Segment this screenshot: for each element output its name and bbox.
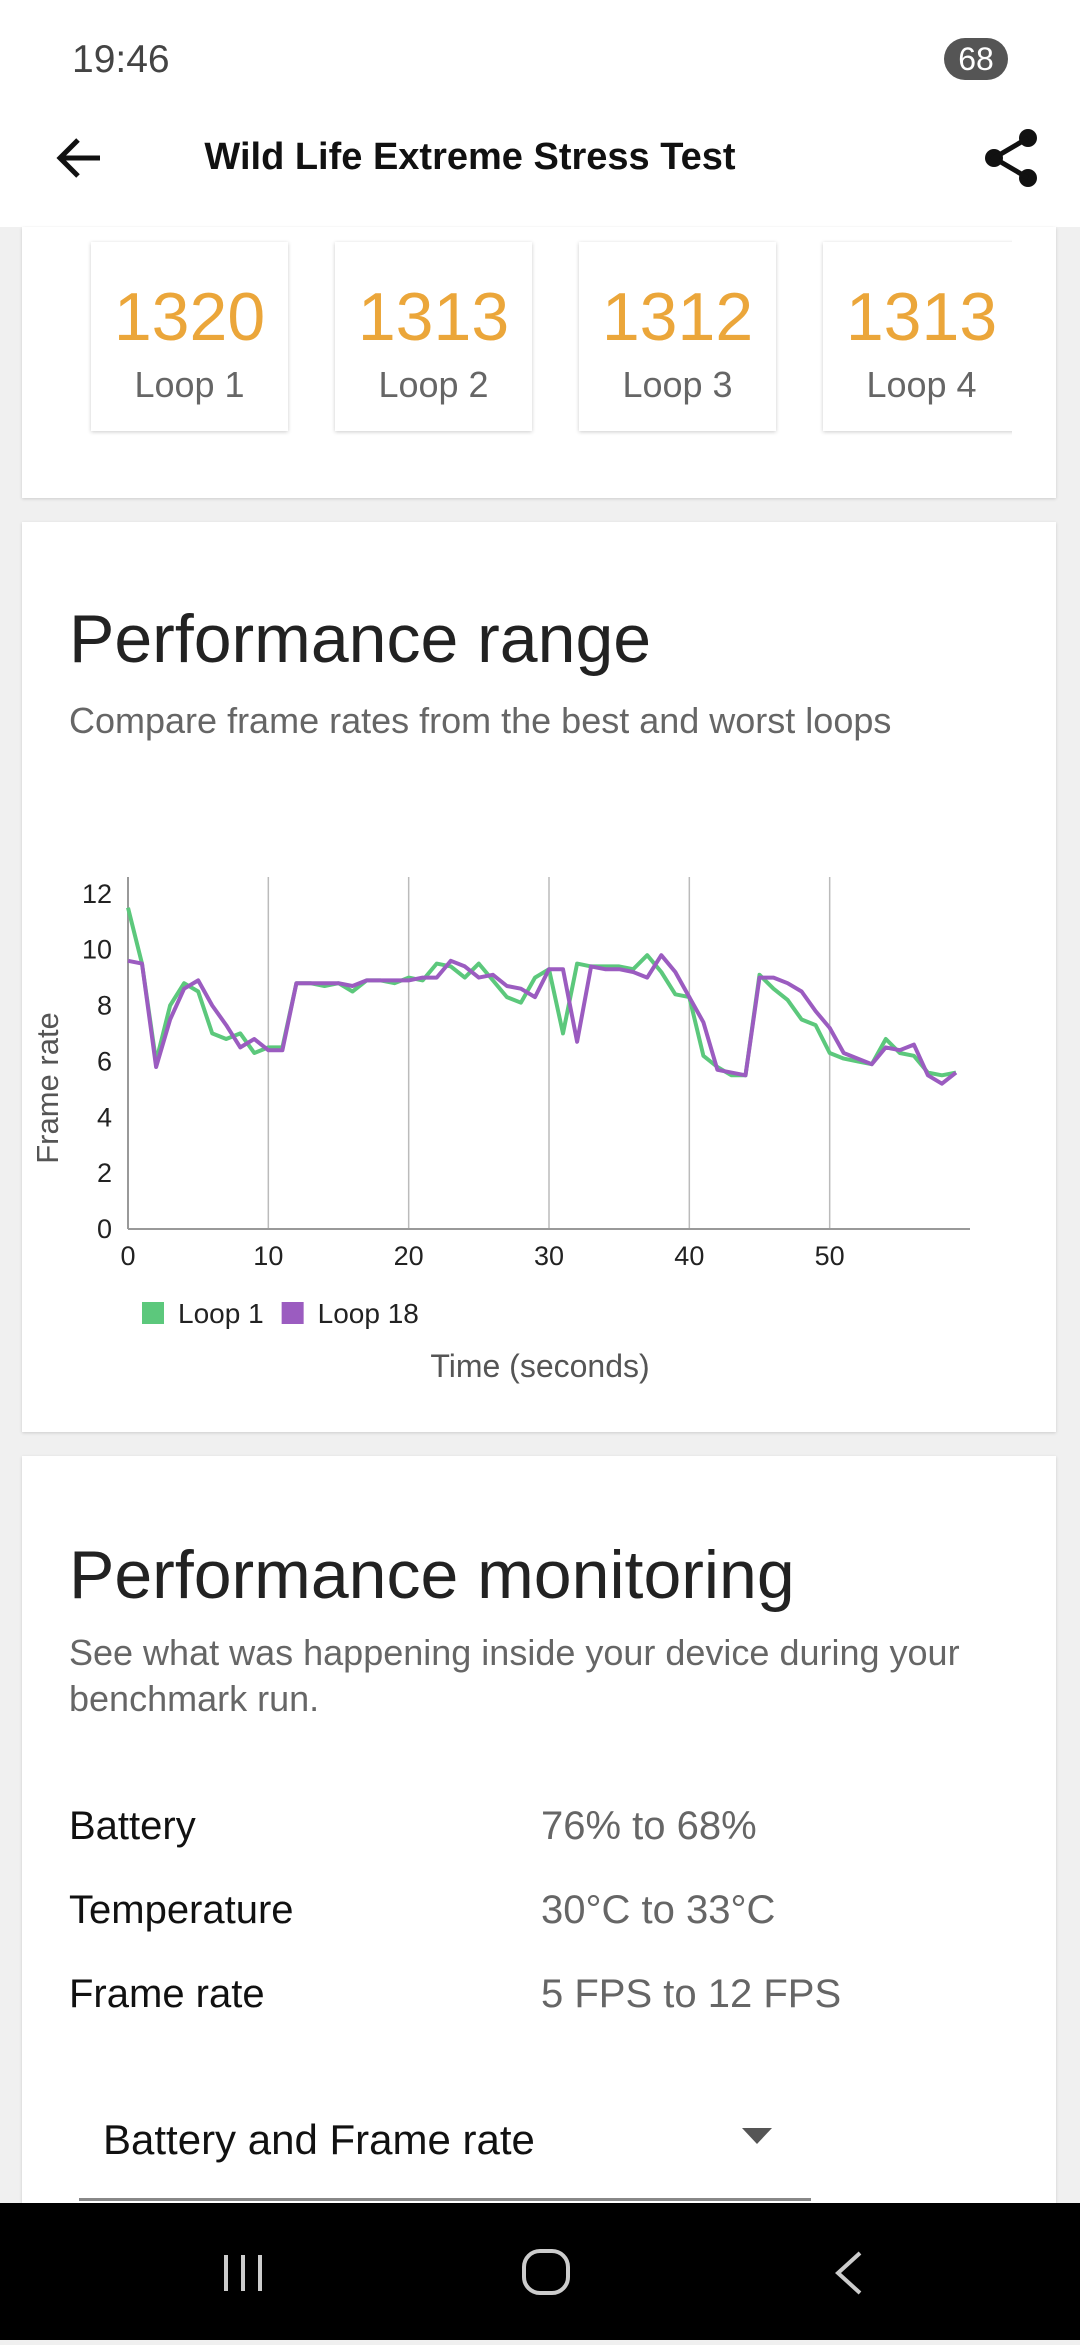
row-label: Frame rate	[69, 1972, 265, 2016]
legend-label: Loop 1	[178, 1298, 264, 1329]
row-value: 30°C to 33°C	[541, 1888, 776, 1932]
score-value: 1313	[845, 279, 998, 355]
score-card: 1313 Loop 2	[335, 242, 532, 431]
score-value: 1312	[601, 279, 754, 355]
section-title: Performance range	[69, 601, 652, 677]
row-label: Temperature	[69, 1888, 294, 1932]
y-tick-label: 4	[97, 1102, 112, 1132]
x-tick-label: 30	[534, 1241, 564, 1271]
series-line	[127, 953, 958, 1086]
score-card: 1312 Loop 3	[579, 242, 776, 431]
dropdown-label[interactable]: Battery and Frame rate	[103, 2116, 535, 2163]
x-tick-label: 10	[253, 1241, 283, 1271]
legend-label: Loop 18	[318, 1298, 419, 1329]
score-label: Loop 4	[866, 364, 977, 405]
y-tick-label: 0	[97, 1214, 112, 1244]
top-bar: 19:46 68 Wild Life Extreme Stress Test	[0, 0, 1080, 227]
x-tick-label: 40	[674, 1241, 704, 1271]
back-nav-button[interactable]	[835, 2251, 862, 2295]
legend-swatch	[281, 1302, 304, 1324]
score-label: Loop 2	[378, 364, 489, 405]
score-value: 1313	[357, 279, 510, 355]
scores-card: 1320 Loop 1 1313 Loop 2 1312 Loop 3 1313 Loop 4	[22, 227, 1056, 498]
home-button[interactable]	[522, 2249, 570, 2295]
score-value: 1320	[113, 279, 266, 355]
x-tick-label: 20	[394, 1241, 424, 1271]
row-value: 5 FPS to 12 FPS	[541, 1972, 842, 2016]
share-button[interactable]	[984, 128, 1040, 188]
y-tick-label: 6	[97, 1046, 112, 1076]
legend-swatch	[142, 1302, 164, 1324]
section-subtitle: See what was happening inside your devic…	[69, 1632, 960, 1719]
monitoring-card: Performance monitoring See what was happ…	[22, 1456, 1056, 2256]
row-label: Battery	[69, 1804, 196, 1848]
x-axis-label: Time (seconds)	[430, 1348, 649, 1384]
page-title: Wild Life Extreme Stress Test	[204, 136, 736, 178]
row-value: 76% to 68%	[541, 1804, 757, 1848]
y-tick-label: 2	[97, 1158, 112, 1188]
scores-scroll: 1320 Loop 1 1313 Loop 2 1312 Loop 3 1313 Loop 4	[22, 227, 1012, 498]
x-tick-label: 50	[815, 1241, 845, 1271]
nav-icons	[224, 2249, 862, 2295]
chart: 0 10 20 30 40 50 0 2 4 6 8 10 12 Loop 1 Loop 18 Time (s…	[30, 877, 970, 1384]
section-title: Performance monitoring	[69, 1537, 795, 1613]
section-subtitle: Compare frame rates from the best and wo…	[69, 700, 892, 741]
score-card: 1320 Loop 1	[91, 242, 288, 431]
score-label: Loop 3	[622, 364, 733, 405]
recents-button[interactable]	[224, 2255, 262, 2291]
battery: 68	[944, 38, 1008, 80]
score-card: 1313 Loop 4	[823, 242, 1012, 431]
y-tick-label: 12	[82, 879, 112, 909]
dropdown-underline	[79, 2198, 811, 2201]
nav-bar	[0, 2203, 1080, 2340]
back-button[interactable]	[52, 130, 108, 186]
y-axis-label: Frame rate	[30, 1012, 65, 1164]
score-label: Loop 1	[134, 364, 245, 405]
x-tick-label: 0	[120, 1241, 135, 1271]
clock: 19:46	[72, 38, 170, 81]
series-line	[126, 907, 957, 1078]
dropdown-arrow[interactable]	[742, 2126, 772, 2146]
y-tick-label: 10	[82, 935, 112, 965]
y-tick-label: 8	[97, 991, 112, 1021]
